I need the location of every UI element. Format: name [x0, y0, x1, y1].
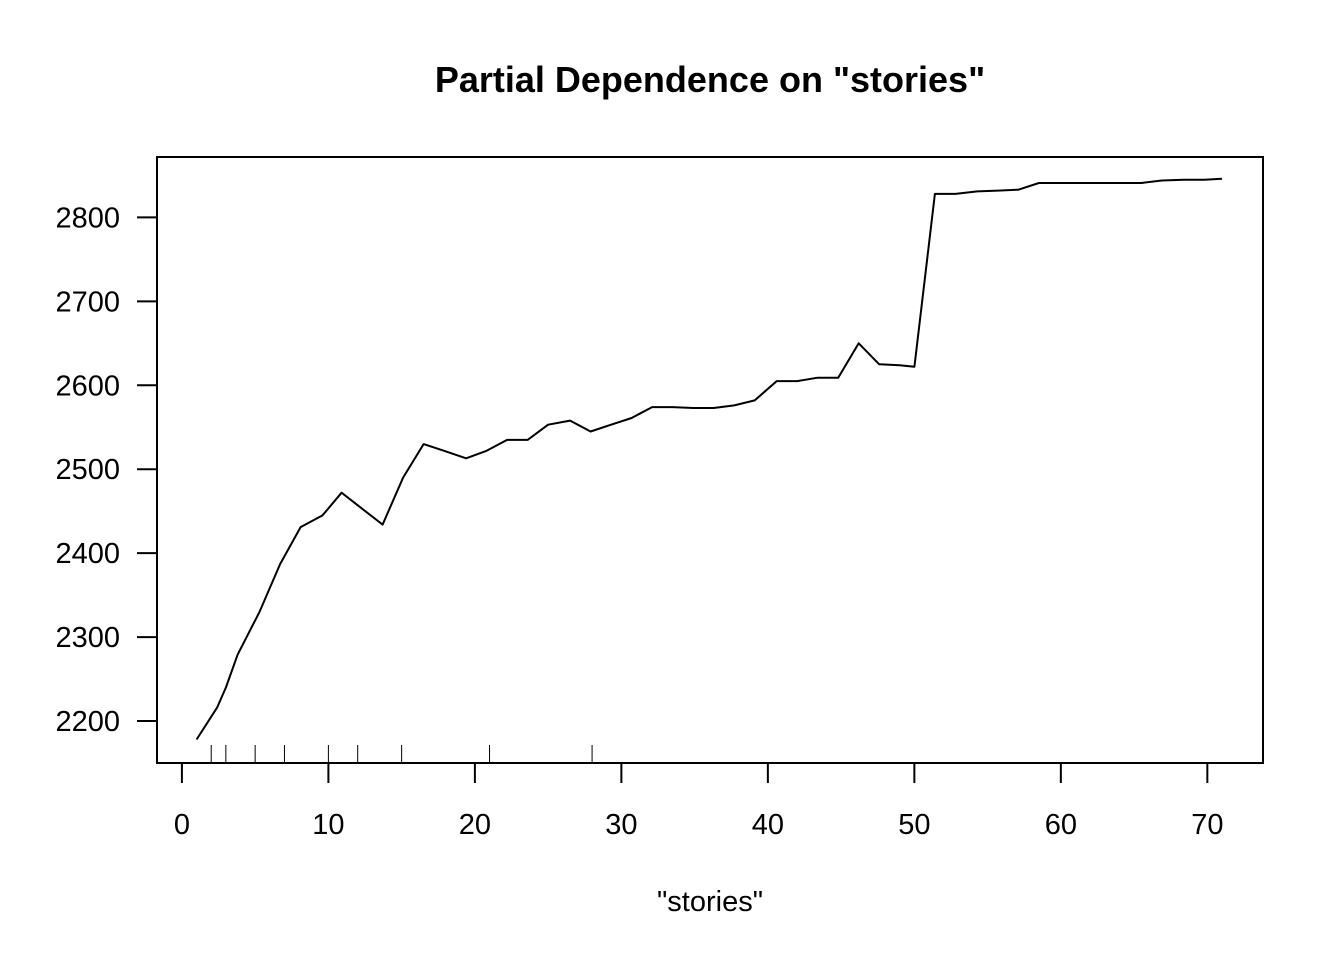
y-tick-label: 2200	[55, 706, 120, 738]
x-tick-label: 30	[605, 809, 637, 841]
y-tick-label: 2500	[55, 454, 120, 486]
x-tick-label: 40	[752, 809, 784, 841]
plot-frame	[156, 156, 1264, 764]
y-axis: 2200 2300 2400 2500 2600 2700 2800	[55, 202, 158, 738]
x-tick-label: 10	[312, 809, 344, 841]
rug-marks	[210, 745, 593, 763]
y-tick-label: 2600	[55, 370, 120, 402]
x-tick-label: 0	[174, 809, 190, 841]
x-tick-label: 50	[898, 809, 930, 841]
y-tick-label: 2400	[55, 538, 120, 570]
series-line	[195, 177, 1223, 741]
x-axis-label: "stories"	[657, 886, 763, 918]
y-tick-label: 2800	[55, 202, 120, 234]
chart-title: Partial Dependence on "stories"	[435, 59, 985, 100]
x-tick-label: 60	[1045, 809, 1077, 841]
x-axis: 0 10 20 30 40 50 60 70	[174, 762, 1223, 841]
x-tick-label: 70	[1191, 809, 1223, 841]
y-tick-label: 2300	[55, 622, 120, 654]
y-tick-label: 2700	[55, 286, 120, 318]
x-tick-label: 20	[459, 809, 491, 841]
